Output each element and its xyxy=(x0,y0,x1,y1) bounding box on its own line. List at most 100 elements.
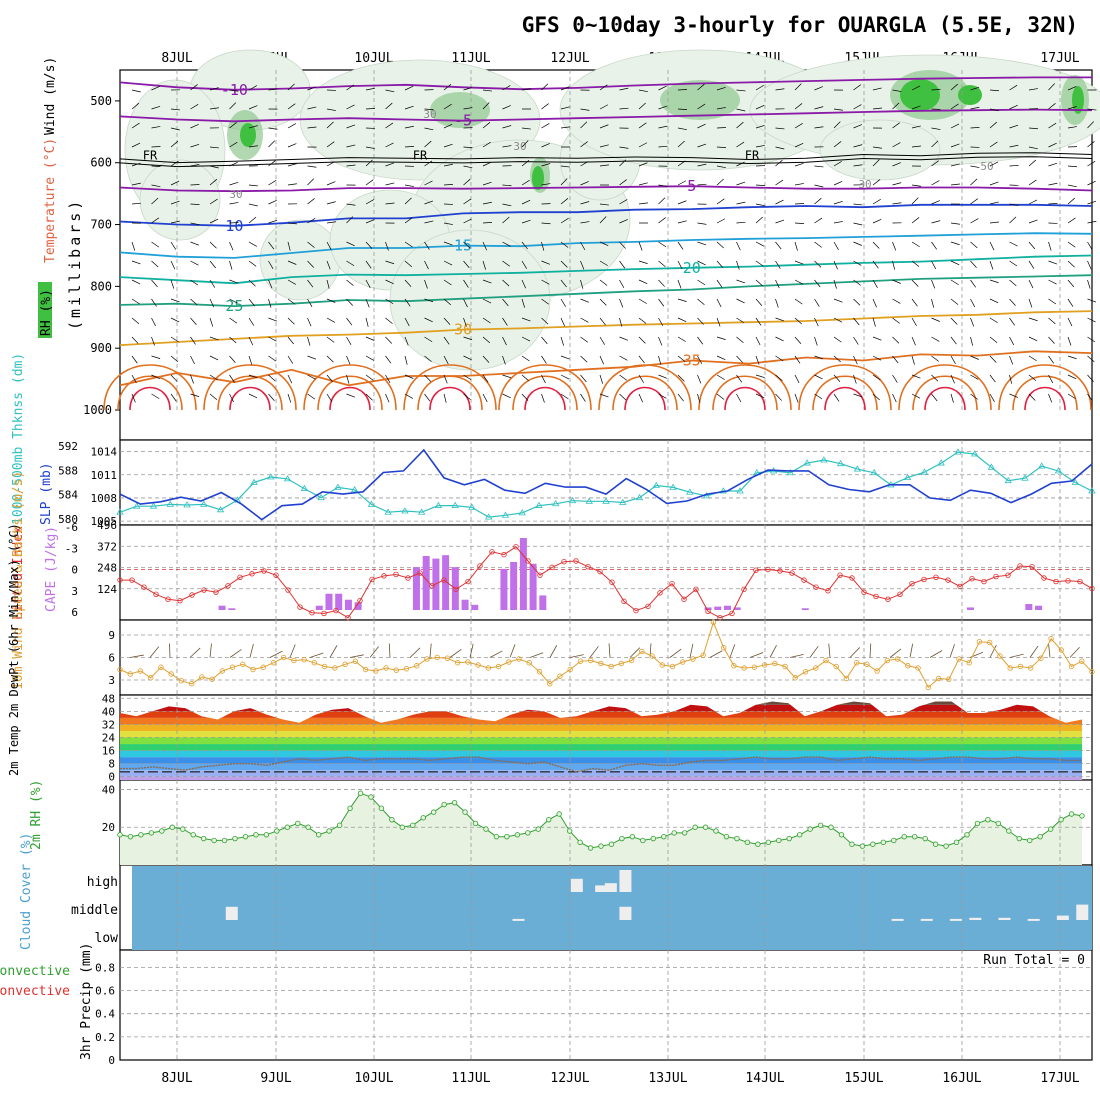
wind-barb xyxy=(521,393,529,401)
thickness-point xyxy=(1088,487,1096,494)
wind-barb xyxy=(1067,336,1072,346)
wind-barb xyxy=(1087,374,1094,382)
wind-barb xyxy=(1067,126,1077,129)
wind-barb xyxy=(541,298,550,305)
wind-barb xyxy=(814,126,824,129)
wind-barb xyxy=(385,355,392,364)
wind-barb xyxy=(970,298,976,308)
wind-barb xyxy=(385,241,389,251)
wind-barb xyxy=(872,260,879,269)
wind-barb xyxy=(502,241,511,247)
wind-barb xyxy=(658,241,667,248)
isotherm-label: 10 xyxy=(225,217,243,235)
wind-barb xyxy=(950,355,956,364)
wind-barb xyxy=(736,298,745,304)
wind10m-point xyxy=(813,665,819,671)
wind-barb xyxy=(404,125,414,129)
wind-barb xyxy=(1048,279,1057,285)
rh-contour-label: 30 xyxy=(423,108,436,121)
rh2m-point xyxy=(148,830,155,836)
wind-barb xyxy=(697,83,705,91)
wind-barb xyxy=(209,393,218,401)
precip-axis-titles: Total / Rain Convective 3hr Precip (mm) xyxy=(0,943,94,1060)
wind-barb xyxy=(268,127,278,130)
wind10m-point xyxy=(1058,647,1065,653)
wind-barb xyxy=(775,88,785,91)
wind10m-point xyxy=(690,656,696,662)
wind-barb xyxy=(755,317,762,326)
wind-barb xyxy=(970,393,978,400)
wind-barb xyxy=(190,393,200,397)
lifted-index-point xyxy=(693,586,699,593)
wind10m-point xyxy=(720,645,727,651)
thickness-point xyxy=(317,493,325,501)
wind-barb xyxy=(229,241,234,251)
wind-barb xyxy=(794,317,802,325)
wind-barb xyxy=(755,336,761,346)
thickness-point xyxy=(970,450,979,457)
wind-barb xyxy=(365,317,369,327)
wind-barb xyxy=(463,178,471,186)
wind-barb xyxy=(151,241,160,248)
wind-barb xyxy=(229,374,235,383)
lifted-index-point xyxy=(249,571,255,577)
wind-barb xyxy=(677,200,687,205)
wind10m-point xyxy=(373,668,379,674)
wind10m-point xyxy=(260,664,266,670)
boundary-layer-isotherm xyxy=(129,386,171,411)
wind-barb xyxy=(658,279,665,287)
wind-barb xyxy=(970,178,978,186)
wind-barb xyxy=(814,317,819,327)
wind-barb xyxy=(521,241,528,250)
wind-barb xyxy=(209,218,219,224)
wind10m-barb xyxy=(289,644,296,658)
rh2m-point xyxy=(587,845,594,851)
wind-barb xyxy=(1048,260,1058,265)
wind-barb xyxy=(560,374,570,380)
wind-barb xyxy=(911,85,921,91)
wind-barb xyxy=(326,393,333,402)
wind-barb xyxy=(190,222,200,226)
wind10m-barb xyxy=(909,643,914,658)
rh2m-point xyxy=(420,815,426,821)
lifted-index-point xyxy=(681,596,687,602)
rh-shading-high xyxy=(240,123,256,147)
wind-barb xyxy=(1067,184,1077,188)
wind-barb xyxy=(931,140,939,148)
wind-barb xyxy=(833,260,838,270)
wind-barb xyxy=(1028,279,1034,289)
wind10m-point xyxy=(874,668,880,674)
wind-barb xyxy=(989,181,999,186)
wind-barb xyxy=(677,108,688,110)
freezing-level-line xyxy=(119,152,1093,164)
wind-barb xyxy=(424,241,430,250)
cloud-cover-area xyxy=(132,866,1092,950)
lifted-index-point xyxy=(705,608,711,614)
wind-barb xyxy=(911,145,921,148)
wind-barb xyxy=(151,217,160,224)
wind-barb xyxy=(346,84,355,91)
wind10m-barb xyxy=(789,653,804,658)
cape-panel xyxy=(119,524,1093,621)
wind-barb xyxy=(463,218,472,224)
li-tick-label: -6 xyxy=(65,521,78,534)
wind-barb xyxy=(365,146,375,149)
temp-tick-label: 16 xyxy=(102,745,115,758)
wind10m-point xyxy=(199,674,205,680)
wind-barb xyxy=(541,143,550,148)
wind-barb xyxy=(1087,298,1097,303)
boundary-layer-isotherm xyxy=(898,364,992,411)
wind-barb xyxy=(268,260,274,269)
lifted-index-point xyxy=(633,607,639,614)
wind-barb xyxy=(794,142,804,148)
wind-barb xyxy=(307,241,315,248)
wind10m-barb xyxy=(828,643,831,658)
rh2m-point xyxy=(681,830,688,836)
rh2m-point xyxy=(514,832,521,838)
date-label-bottom: 11JUL xyxy=(451,1071,490,1086)
wind-barb xyxy=(1048,83,1055,91)
rh2m-point xyxy=(723,833,730,840)
wind10m-point xyxy=(516,656,522,662)
wind-barb xyxy=(248,105,258,110)
rh2m-point xyxy=(661,833,667,840)
